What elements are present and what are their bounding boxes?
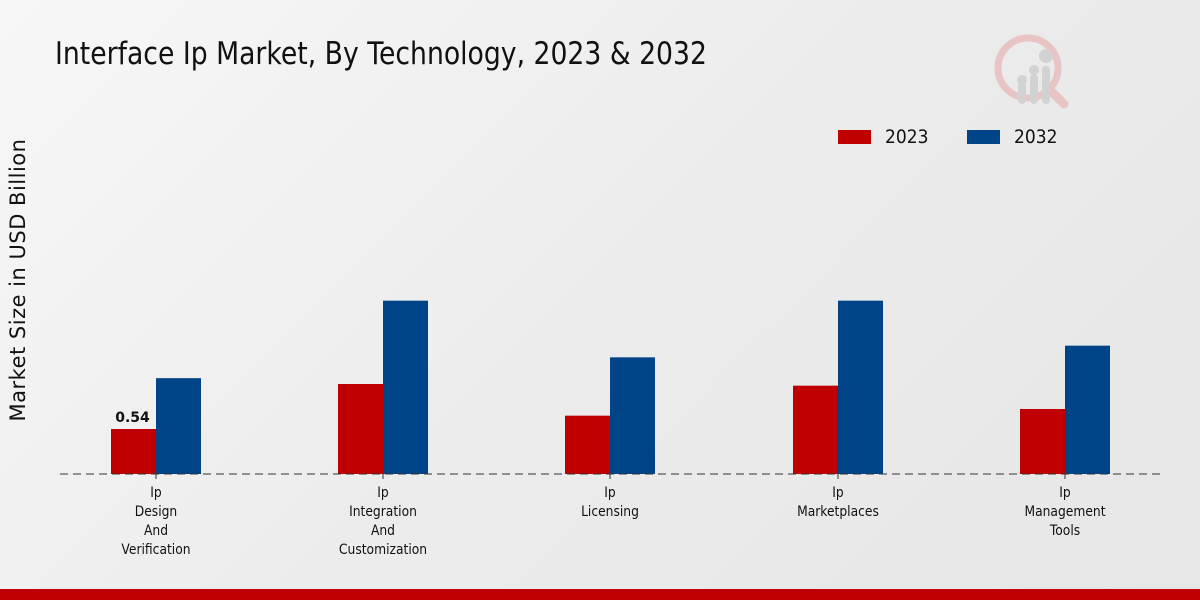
bar-2023-1[interactable] [111,429,156,474]
bar-2023-4[interactable] [793,385,838,474]
bar-2032-3[interactable] [610,357,655,474]
legend-swatch-2032 [967,130,1001,144]
legend-label-2032: 2032 [1014,126,1058,148]
x-tick-label: Ip Licensing [581,485,639,520]
legend-item-2023[interactable]: 2023 [838,126,933,148]
bar-2023-3[interactable] [565,415,610,474]
legend-item-2032[interactable]: 2032 [967,126,1062,148]
x-tick-label: Ip Management Tools [1024,485,1105,539]
bar-2032-4[interactable] [838,300,883,474]
x-tick-label: Ip Design And Verification [121,485,190,558]
bar-2023-5[interactable] [1020,409,1065,474]
legend-swatch-2023 [838,130,871,144]
x-tick-label: Ip Integration And Customization [339,485,427,558]
bar-2032-1[interactable] [156,378,201,474]
brand-logo-icon [994,34,1069,109]
data-label: 0.54 [115,410,150,426]
footer-band [0,589,1200,600]
bar-2032-5[interactable] [1065,345,1110,474]
legend: 2023 2032 [838,126,1097,148]
x-tick-label: Ip Marketplaces [797,485,879,520]
legend-label-2023: 2023 [885,126,929,148]
bar-2023-2[interactable] [338,384,383,474]
chart-title: Interface Ip Market, By Technology, 2023… [55,36,707,72]
bar-2032-2[interactable] [383,300,428,474]
